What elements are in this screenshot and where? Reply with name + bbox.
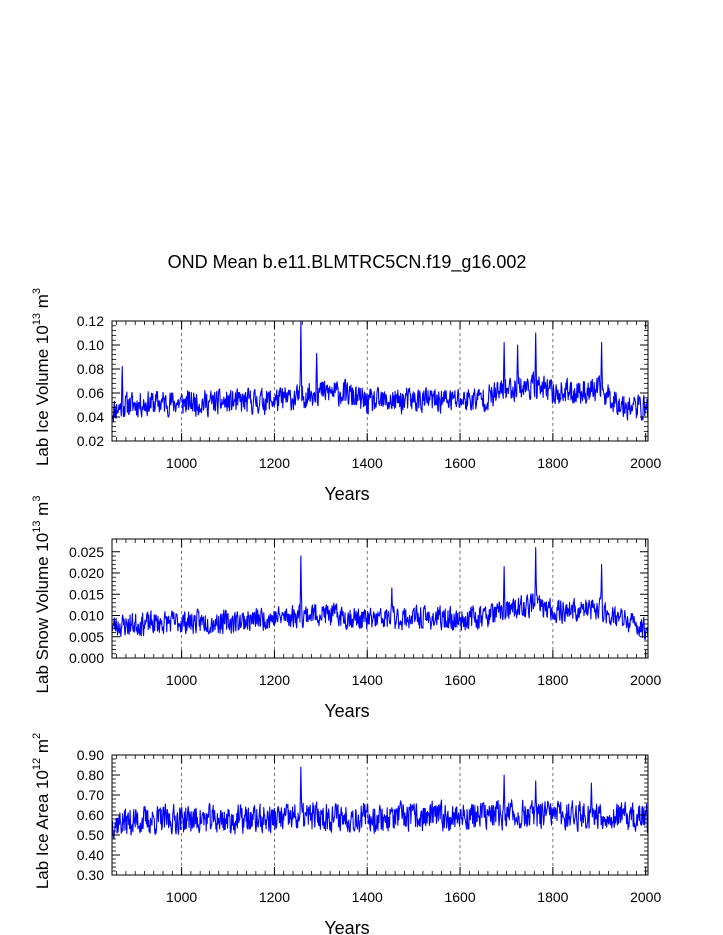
y-tick-label: 0.04 xyxy=(77,409,104,425)
x-tick-label: 1800 xyxy=(537,889,568,905)
x-axis-title: Years xyxy=(324,484,369,504)
series-line xyxy=(111,766,649,840)
y-tick-label: 0.005 xyxy=(69,629,104,645)
y-tick-label: 0.000 xyxy=(69,650,104,666)
x-tick-label: 1000 xyxy=(166,889,197,905)
y-tick-label: 0.06 xyxy=(77,385,104,401)
y-tick-label: 0.010 xyxy=(69,608,104,624)
x-tick-label: 1600 xyxy=(444,672,475,688)
y-axis-title: Lab Ice Volume 1013 m3 xyxy=(31,288,52,466)
y-axis-title: Lab Snow Volume 1013 m3 xyxy=(31,496,52,694)
y-tick-label: 0.30 xyxy=(77,867,104,883)
x-tick-label: 2000 xyxy=(630,889,661,905)
x-tick-label: 1200 xyxy=(259,455,290,471)
y-tick-label: 0.40 xyxy=(77,847,104,863)
plot-frame xyxy=(111,320,649,442)
y-tick-label: 0.70 xyxy=(77,787,104,803)
series-line xyxy=(111,546,649,641)
x-tick-label: 2000 xyxy=(630,455,661,471)
panel-1: 1000 1200 1400 1600 1800 2000 0.02 0.04 0.06 0.08… xyxy=(31,288,661,504)
x-tick-label: 1200 xyxy=(259,672,290,688)
y-tick-label: 0.025 xyxy=(69,544,104,560)
series-line xyxy=(111,320,649,423)
x-tick-label: 1400 xyxy=(352,672,383,688)
x-tick-label: 1600 xyxy=(444,889,475,905)
x-tick-label: 1400 xyxy=(352,455,383,471)
y-tick-label: 0.60 xyxy=(77,807,104,823)
panel-2: 1000 1200 1400 1600 1800 2000 0.000 0.005 0.010 0… xyxy=(31,496,661,721)
plot-frame xyxy=(111,538,649,659)
y-tick-label: 0.020 xyxy=(69,565,104,581)
y-axis-title: Lab Ice Area 1012 m2 xyxy=(31,733,52,889)
panels-group: 1000 1200 1400 1600 1800 2000 0.02 0.04 0.06 0.08… xyxy=(31,288,661,935)
y-tick-label: 0.08 xyxy=(77,361,104,377)
panel-3: 1000 1200 1400 1600 1800 2000 0.30 0.40 0.50 0.60… xyxy=(31,733,661,935)
x-tick-label: 1800 xyxy=(537,455,568,471)
y-tick-label: 0.10 xyxy=(77,337,104,353)
y-tick-label: 0.02 xyxy=(77,433,104,449)
x-tick-label: 1200 xyxy=(259,889,290,905)
y-tick-label: 0.80 xyxy=(77,767,104,783)
x-tick-label: 1000 xyxy=(166,672,197,688)
x-tick-label: 1600 xyxy=(444,455,475,471)
x-axis-title: Years xyxy=(324,918,369,935)
x-tick-label: 1000 xyxy=(166,455,197,471)
x-axis-title: Years xyxy=(324,701,369,721)
x-tick-label: 2000 xyxy=(630,672,661,688)
y-tick-label: 0.50 xyxy=(77,827,104,843)
y-tick-label: 0.90 xyxy=(77,747,104,763)
x-tick-label: 1800 xyxy=(537,672,568,688)
y-tick-label: 0.015 xyxy=(69,586,104,602)
y-tick-label: 0.12 xyxy=(77,313,104,329)
x-tick-label: 1400 xyxy=(352,889,383,905)
chart-title: OND Mean b.e11.BLMTRC5CN.f19_g16.002 xyxy=(168,252,527,273)
